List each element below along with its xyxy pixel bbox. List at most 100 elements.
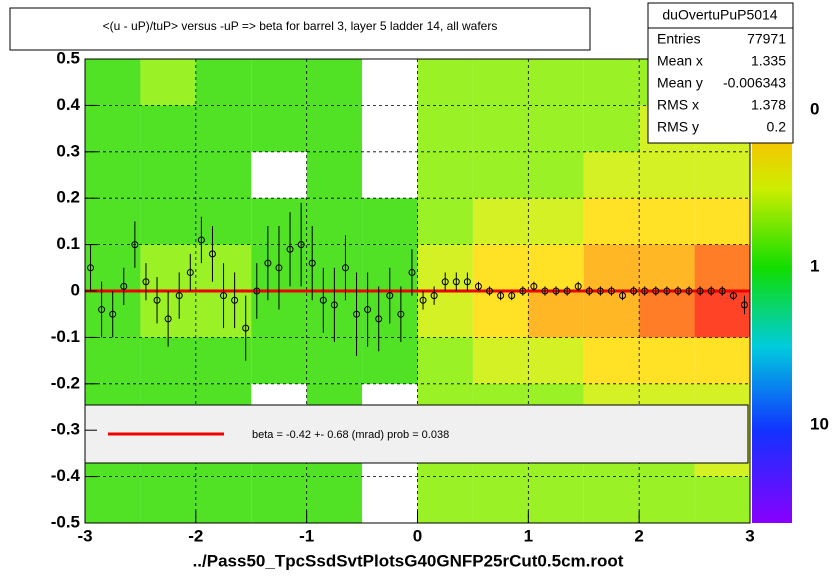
profile-point: [552, 287, 560, 295]
heatmap-cell: [85, 337, 141, 384]
heatmap-cell: [528, 105, 584, 152]
profile-point: [563, 287, 571, 295]
heatmap-cell: [195, 151, 252, 199]
heatmap-cell: [472, 337, 529, 384]
stats-title: duOvertuPuP5014: [662, 7, 777, 23]
profile-point: [142, 278, 150, 286]
heatmap-cell: [694, 291, 750, 338]
heatmap-cell: [417, 105, 473, 152]
heatmap-cell: [472, 244, 529, 291]
profile-point: [231, 296, 239, 304]
profile-point: [242, 324, 250, 332]
profile-point: [696, 287, 704, 295]
heatmap-cell: [195, 198, 252, 245]
heatmap-cell: [639, 291, 695, 338]
x-tick-label: 2: [634, 526, 643, 545]
stats-label: RMS x: [657, 97, 699, 113]
heatmap-cell: [694, 198, 750, 245]
y-tick-label: 0.5: [56, 48, 80, 67]
heatmap-cell: [694, 476, 750, 523]
x-tick-label: 1: [524, 526, 533, 545]
stats-label: Entries: [657, 31, 701, 47]
profile-point: [286, 245, 294, 253]
heatmap-cell: [583, 198, 640, 245]
profile-point: [674, 287, 682, 295]
heatmap-cell: [251, 59, 307, 106]
heatmap-cell: [694, 151, 750, 199]
heatmap-cell: [528, 198, 584, 245]
heatmap-cell: [195, 476, 252, 523]
profile-point: [131, 241, 139, 249]
heatmap-cell: [85, 476, 141, 523]
heatmap-cell: [528, 291, 584, 338]
heatmap-cell: [306, 198, 363, 245]
profile-point: [530, 282, 538, 290]
x-tick-label: -2: [188, 526, 203, 545]
profile-point: [319, 296, 327, 304]
profile-point: [109, 310, 117, 318]
profile-point: [619, 292, 627, 300]
heatmap-cell: [528, 244, 584, 291]
heatmap-cell: [140, 59, 196, 106]
profile-point: [297, 241, 305, 249]
heatmap-cell: [85, 244, 141, 291]
profile-point: [275, 264, 283, 272]
y-tick-label: -0.5: [51, 512, 80, 531]
profile-point: [497, 292, 505, 300]
profile-point: [98, 306, 106, 314]
profile-point: [508, 292, 516, 300]
profile: [85, 202, 750, 361]
profile-point: [630, 287, 638, 295]
chart-title: <(u - uP)/tuP> versus -uP => beta for ba…: [103, 19, 498, 33]
profile-point: [474, 282, 482, 290]
heatmap-cell: [472, 59, 529, 106]
heatmap-cell: [639, 337, 695, 384]
profile-point: [541, 287, 549, 295]
heatmap-cell: [417, 476, 473, 523]
stats-label: RMS y: [657, 119, 699, 135]
profile-point: [663, 287, 671, 295]
profile-point: [419, 296, 427, 304]
heatmap-cell: [417, 151, 473, 199]
profile-point: [208, 250, 216, 258]
x-tick-label: 3: [745, 526, 754, 545]
title-box: [9, 7, 591, 51]
profile-point: [253, 287, 261, 295]
profile-point: [441, 278, 449, 286]
heatmap-cell: [583, 476, 640, 523]
heatmap-cell: [306, 337, 363, 384]
heatmap-cell: [639, 244, 695, 291]
profile-point: [519, 287, 527, 295]
heatmap-cell: [306, 59, 363, 106]
heatmap-cell: [306, 105, 363, 152]
profile-point: [707, 287, 715, 295]
heatmap-cell: [251, 337, 307, 384]
profile-point: [220, 292, 228, 300]
y-tick-label: -0.3: [51, 420, 80, 439]
profile-point: [486, 287, 494, 295]
heatmap-cell: [306, 151, 363, 199]
stats-label: Mean y: [657, 75, 703, 91]
heatmap-cell: [472, 151, 529, 199]
x-tick-label: 0: [413, 526, 422, 545]
heatmap-cell: [694, 244, 750, 291]
heatmap-cell: [140, 198, 196, 245]
profile-point: [397, 310, 405, 318]
y-tick-label: -0.2: [51, 373, 80, 392]
heatmap-cell: [140, 151, 196, 199]
profile-point: [574, 282, 582, 290]
y-tick-label: 0.4: [56, 95, 80, 114]
profile-point: [685, 287, 693, 295]
stats-value: 0.2: [767, 119, 787, 135]
profile-point: [463, 278, 471, 286]
profile-point: [164, 315, 172, 323]
y-tick-label: -0.1: [51, 327, 80, 346]
heatmap-cell: [417, 291, 473, 338]
profile-point: [386, 292, 394, 300]
profile-point: [353, 310, 361, 318]
heatmap-cell: [85, 105, 141, 152]
heatmap-cell: [417, 198, 473, 245]
profile-point: [718, 287, 726, 295]
y-tick-label: -0.4: [51, 466, 81, 485]
